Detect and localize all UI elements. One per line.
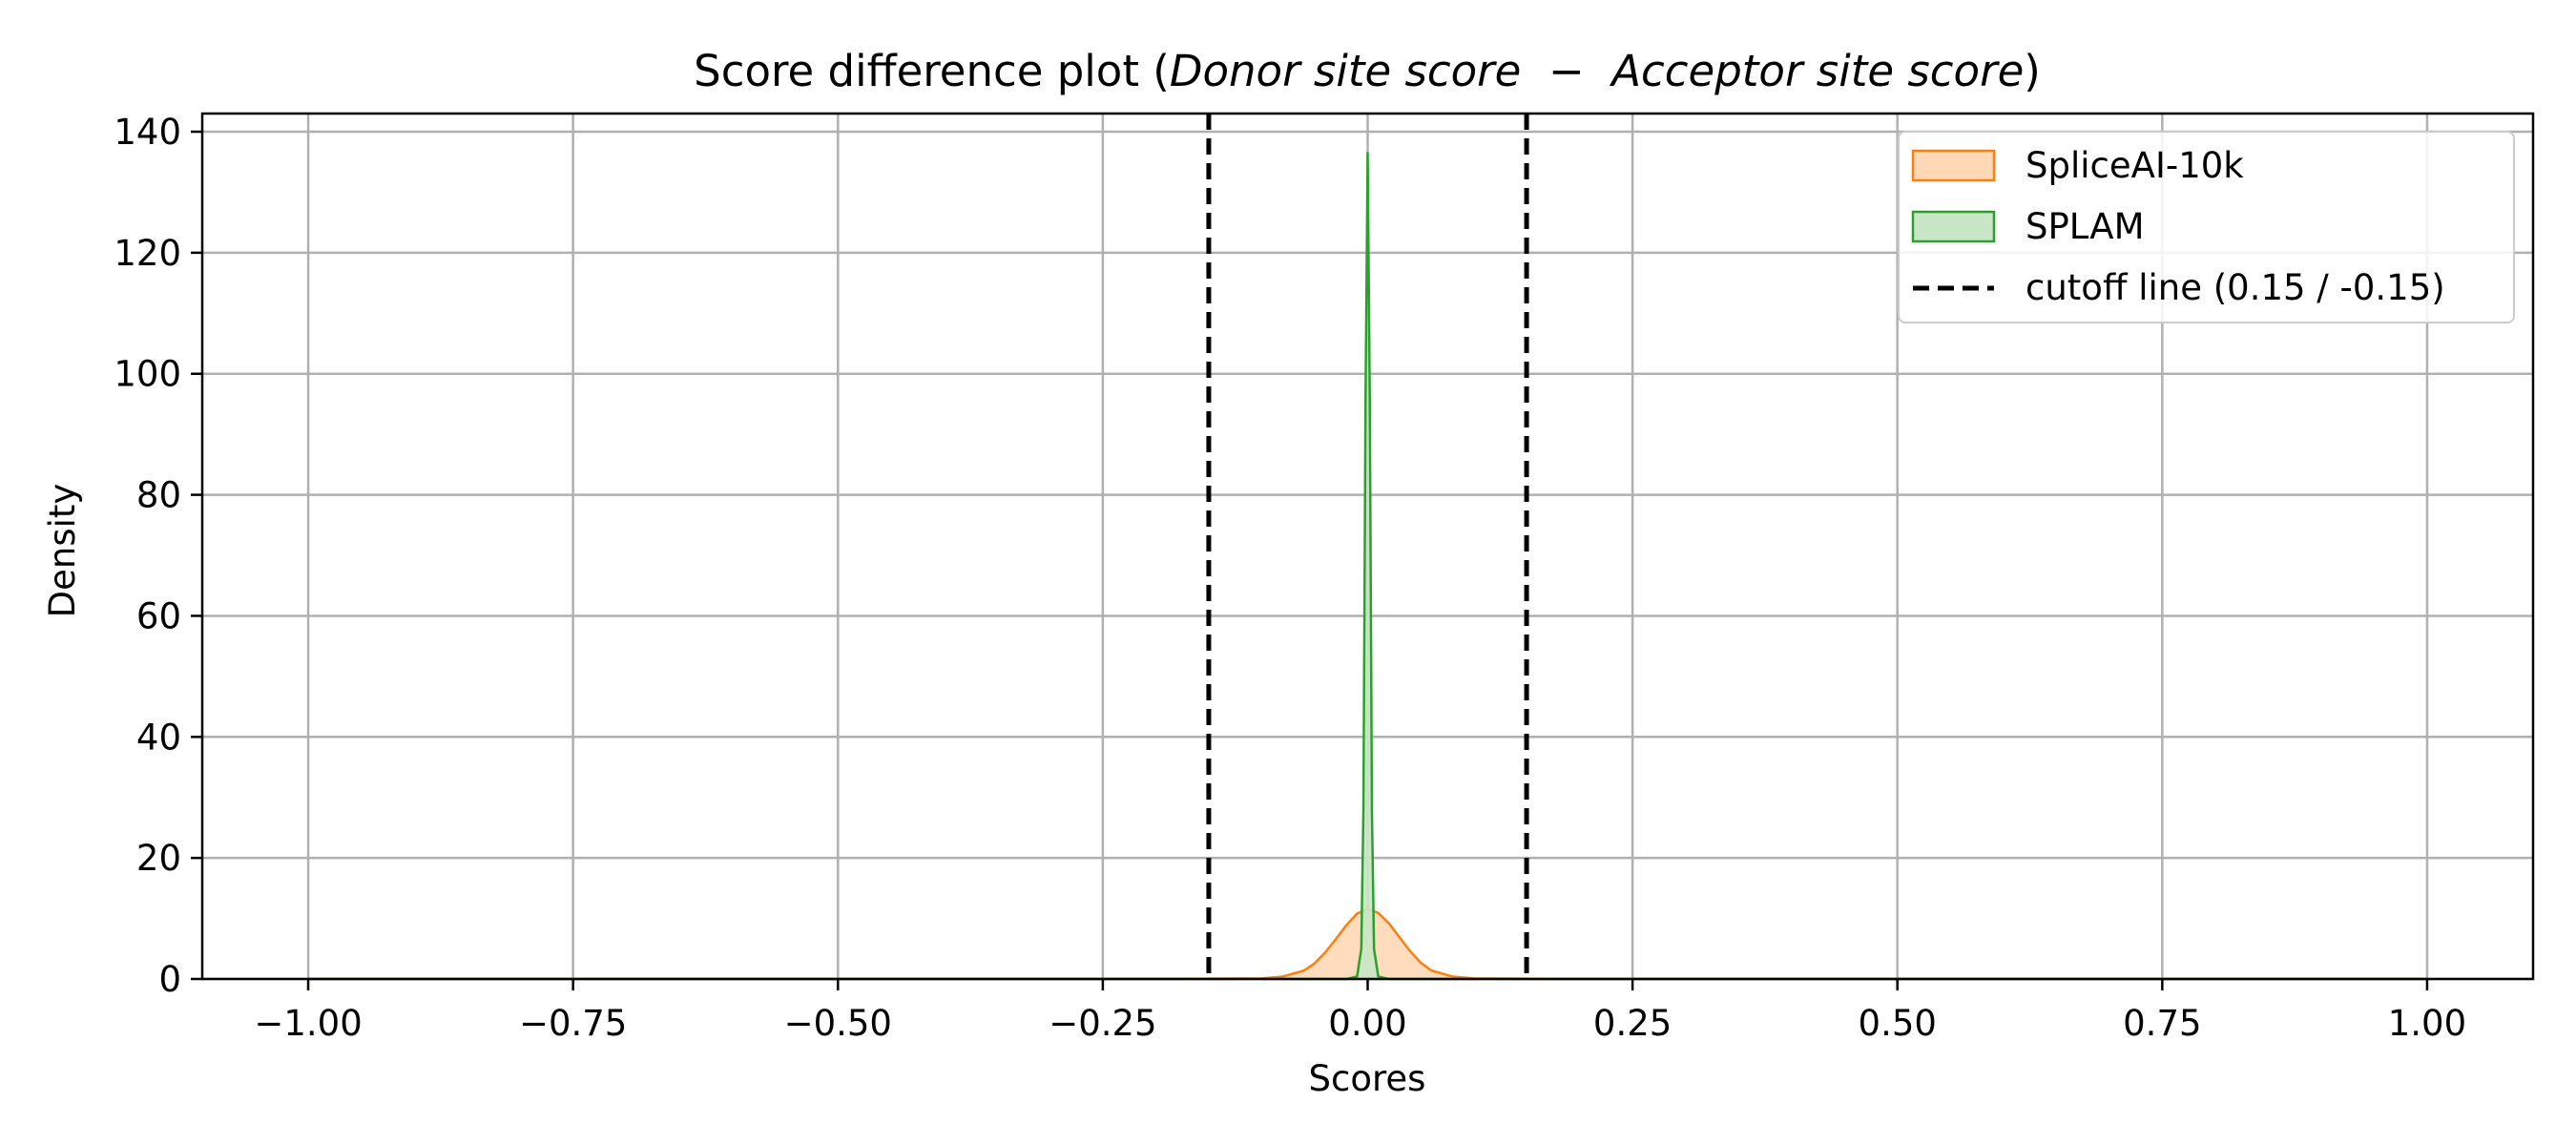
tick-layer: −1.00 −0.75 −0.50 −0.25 0.00 0.25 0.50 0.75 1.00… — [114, 112, 2466, 1044]
y-tick-label: 140 — [114, 112, 181, 153]
chart-title-italic: Donor site score − Acceptor site score — [1170, 46, 2024, 96]
legend-label-spliceai: SpliceAI-10k — [2025, 145, 2244, 186]
x-tick-label: 0.25 — [1593, 1003, 1672, 1044]
chart-title: Score difference plot (Donor site score … — [694, 46, 2041, 96]
y-tick-label: 100 — [114, 354, 181, 395]
legend: SpliceAI-10k SPLAM cutoff line (0.15 / -… — [1898, 131, 2515, 323]
x-tick-label: −0.75 — [519, 1003, 627, 1044]
y-tick-label: 80 — [136, 475, 181, 516]
legend-swatch-spliceai — [1911, 149, 1996, 182]
y-tick-label: 20 — [136, 838, 181, 879]
legend-label-splam: SPLAM — [2025, 206, 2145, 247]
y-axis-label: Density — [42, 484, 83, 618]
y-tick-label: 0 — [158, 959, 181, 1000]
cutoff-layer — [1206, 114, 1529, 979]
y-tick-label: 40 — [136, 717, 181, 758]
x-axis-label: Scores — [1309, 1058, 1426, 1099]
x-tick-label: −0.25 — [1049, 1003, 1156, 1044]
chart-title-prefix: Score difference plot ( — [694, 46, 1170, 96]
legend-label-cutoff: cutoff line (0.15 / -0.15) — [2025, 267, 2445, 308]
chart-title-suffix: ) — [2024, 46, 2041, 96]
x-tick-label: −1.00 — [254, 1003, 362, 1044]
legend-box — [1898, 131, 2515, 323]
y-tick-label: 120 — [114, 233, 181, 274]
series-area-splam — [308, 153, 2427, 979]
x-tick-label: 0.00 — [1328, 1003, 1406, 1044]
legend-swatch-splam — [1911, 210, 1996, 243]
x-tick-label: −0.50 — [784, 1003, 892, 1044]
x-tick-label: 0.75 — [2123, 1003, 2201, 1044]
y-tick-label: 60 — [136, 595, 181, 636]
x-tick-label: 1.00 — [2388, 1003, 2466, 1044]
x-tick-label: 0.50 — [1859, 1003, 1937, 1044]
